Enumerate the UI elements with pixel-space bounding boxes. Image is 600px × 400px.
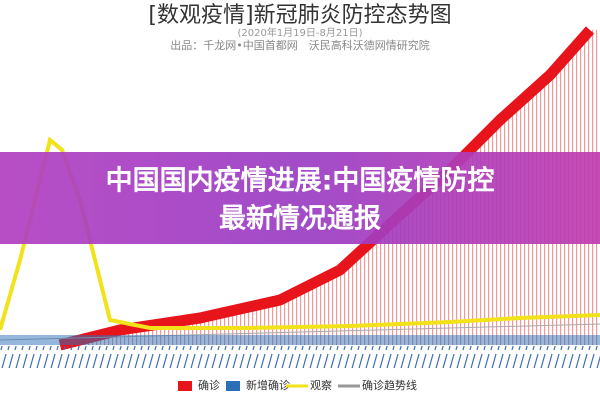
banner [0,152,600,244]
new-bars [0,335,600,345]
title: [数观疫情]新冠肺炎防控态势图 [148,3,451,28]
banner-line: 最新情况通报 [219,203,381,235]
legend-swatch [178,381,192,391]
source: 出品：千龙网•中国首都网 沃民高科沃德网情研究院 [170,38,430,52]
legend-label: 新增确诊 [246,378,290,392]
legend-label: 观察 [310,378,332,392]
bar-area [60,30,600,345]
legend-label: 确诊 [198,378,220,392]
subtitle: (2020年1月19日-8月21日) [237,26,362,39]
banner-line: 中国国内疫情进展:中国疫情防控 [106,165,495,197]
legend: 确诊 新增确诊 观察 确诊趋势线 [178,378,417,392]
legend-label: 确诊趋势线 [362,378,417,392]
legend-swatch [226,381,240,391]
date-labels [0,346,600,368]
